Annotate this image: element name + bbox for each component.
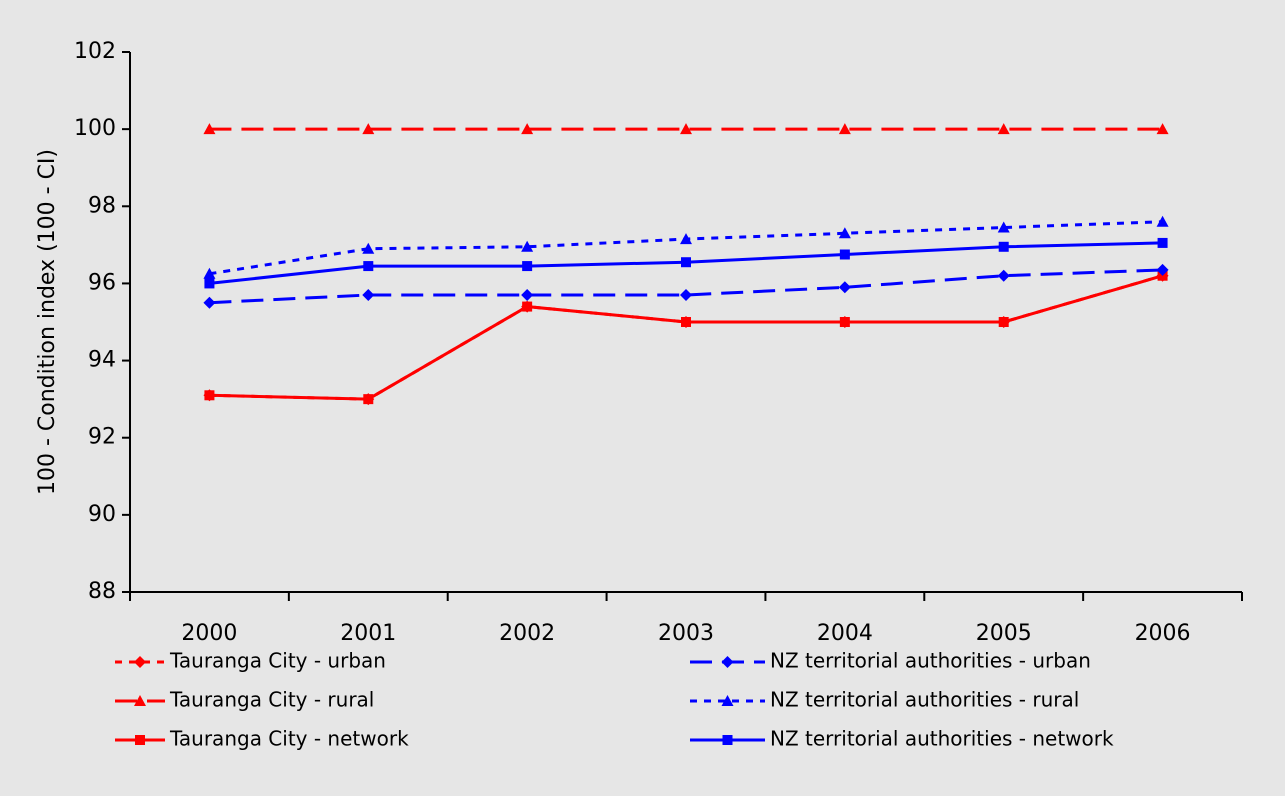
y-tick-label: 88 <box>88 579 116 604</box>
marker <box>838 227 851 239</box>
marker <box>362 289 375 301</box>
legend-marker <box>721 656 734 668</box>
marker <box>997 269 1010 282</box>
marker <box>363 394 374 405</box>
y-tick-label: 94 <box>88 348 116 373</box>
marker <box>204 278 215 289</box>
marker <box>839 317 850 327</box>
legend-label: NZ territorial authorities - urban <box>770 649 1091 673</box>
marker <box>998 241 1009 252</box>
legend-label: Tauranga City - network <box>169 727 409 751</box>
legend-marker <box>134 695 146 706</box>
marker <box>681 257 691 268</box>
marker <box>1157 237 1168 248</box>
marker <box>680 233 692 245</box>
y-tick-label: 102 <box>74 39 116 64</box>
x-tick-label: 2005 <box>976 621 1032 646</box>
marker <box>997 221 1010 233</box>
marker <box>203 123 216 135</box>
marker <box>838 281 851 294</box>
marker <box>998 317 1009 327</box>
x-tick-label: 2004 <box>817 621 873 646</box>
marker <box>363 261 374 272</box>
marker <box>997 123 1010 135</box>
legend-label: Tauranga City - rural <box>169 688 374 712</box>
x-tick-label: 2001 <box>340 621 396 646</box>
marker <box>680 289 692 301</box>
marker <box>362 123 375 135</box>
x-tick-label: 2000 <box>181 621 237 646</box>
marker <box>1156 123 1169 135</box>
x-tick-label: 2002 <box>499 621 555 646</box>
y-axis-label: 100 - Condition index (100 - CI) <box>35 149 60 495</box>
y-tick-label: 96 <box>88 270 116 295</box>
marker <box>362 242 375 254</box>
marker <box>203 267 216 279</box>
y-tick-label: 92 <box>88 425 116 450</box>
legend-label: Tauranga City - urban <box>169 649 386 673</box>
legend: Tauranga City - urban Tauranga City - rur… <box>115 649 1114 751</box>
marker <box>203 296 216 309</box>
marker <box>681 317 691 327</box>
legend-marker <box>134 656 146 668</box>
marker <box>521 289 534 301</box>
marker <box>1156 263 1169 276</box>
marker <box>522 301 533 312</box>
marker <box>521 240 534 252</box>
legend-label: NZ territorial authorities - rural <box>770 688 1079 712</box>
legend-label: NZ territorial authorities - network <box>770 727 1114 751</box>
marker <box>680 123 692 135</box>
marker <box>1156 215 1169 227</box>
y-tick-label: 100 <box>74 116 116 141</box>
marker <box>522 261 533 272</box>
marker <box>204 390 215 401</box>
legend-marker <box>722 735 733 745</box>
legend-marker <box>721 695 734 706</box>
x-tick-label: 2003 <box>658 621 714 646</box>
y-tick-label: 98 <box>88 193 116 218</box>
y-tick-label: 90 <box>88 502 116 527</box>
marker <box>521 123 534 135</box>
marker <box>838 123 851 135</box>
marker <box>839 249 850 260</box>
legend-marker <box>135 735 145 745</box>
x-tick-label: 2006 <box>1135 621 1191 646</box>
